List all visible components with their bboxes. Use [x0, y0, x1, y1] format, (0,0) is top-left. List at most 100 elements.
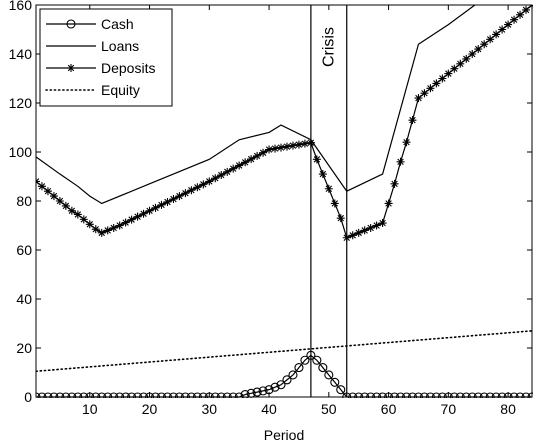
data-point-deposits	[354, 228, 363, 237]
data-point-deposits	[348, 231, 357, 240]
data-point-deposits	[271, 144, 280, 153]
data-point-deposits	[73, 210, 82, 219]
data-point-deposits	[360, 226, 369, 235]
data-point-deposits	[456, 59, 465, 68]
data-point-deposits	[402, 138, 411, 147]
x-tick-label: 70	[441, 401, 457, 417]
data-point-deposits	[294, 140, 303, 149]
y-tick-label: 60	[16, 242, 32, 258]
data-point-deposits	[277, 143, 286, 152]
data-point-deposits	[43, 187, 52, 196]
data-point-deposits	[462, 54, 471, 63]
data-point-deposits	[522, 5, 531, 14]
data-point-deposits	[450, 64, 459, 73]
x-tick-label: 20	[142, 401, 158, 417]
data-point-deposits	[79, 215, 88, 224]
data-point-deposits	[235, 161, 244, 170]
data-point-deposits	[223, 167, 232, 176]
data-point-deposits	[241, 158, 250, 167]
data-point-deposits	[49, 192, 58, 201]
data-point-deposits	[330, 199, 339, 208]
data-point-deposits	[390, 179, 399, 188]
x-tick-label: 10	[82, 401, 98, 417]
data-point-cash	[294, 363, 304, 373]
data-point-deposits	[336, 214, 345, 223]
data-point-cash	[330, 377, 340, 387]
data-point-cash	[258, 386, 268, 396]
data-point-deposits	[181, 189, 190, 198]
y-tick-label: 120	[9, 95, 33, 111]
data-point-deposits	[175, 192, 184, 201]
data-point-deposits	[109, 223, 118, 232]
data-point-deposits	[384, 199, 393, 208]
data-point-deposits	[396, 157, 405, 166]
data-point-deposits	[414, 94, 423, 103]
x-tick-label: 30	[202, 401, 218, 417]
data-point-deposits	[169, 195, 178, 204]
legend-label-deposits: Deposits	[101, 60, 155, 76]
data-point-deposits	[372, 221, 381, 230]
data-point-deposits	[55, 197, 64, 205]
data-point-deposits	[468, 50, 477, 58]
legend-label-loans: Loans	[101, 38, 139, 54]
data-point-deposits	[342, 233, 351, 242]
data-point-deposits	[151, 203, 160, 212]
axes: 10 20 30 40 50 60 70 80 0 20 40 60 80 100 120 140 160	[9, 0, 532, 417]
data-point-deposits	[133, 212, 142, 221]
legend-marker-deposits	[67, 64, 75, 72]
legend-box	[39, 8, 173, 107]
data-point-deposits	[408, 116, 417, 125]
data-point-deposits	[426, 84, 435, 93]
legend-label-equity: Equity	[101, 82, 140, 98]
x-axis-label: Period	[264, 427, 304, 443]
data-point-deposits	[67, 206, 76, 215]
data-point-cash	[276, 380, 286, 390]
legend-label-cash: Cash	[101, 16, 134, 32]
crisis-band: Crisis	[310, 5, 348, 397]
data-point-deposits	[199, 180, 208, 189]
data-point-deposits	[480, 40, 489, 49]
data-point-deposits	[498, 25, 507, 34]
data-point-deposits	[193, 183, 202, 192]
data-point-deposits	[324, 184, 333, 193]
data-point-cash	[312, 355, 322, 365]
series-line-equity	[36, 330, 533, 373]
data-point-cash	[318, 363, 328, 373]
legend-marker-cash	[66, 19, 76, 29]
data-point-deposits	[366, 223, 375, 232]
data-point-deposits	[217, 171, 226, 180]
x-tick-label: 40	[261, 401, 277, 417]
data-point-deposits	[259, 148, 268, 157]
data-point-deposits	[282, 142, 291, 151]
data-point-deposits	[288, 141, 297, 150]
data-point-deposits	[253, 151, 262, 160]
data-point-deposits	[300, 139, 309, 148]
legend: Cash Loans Deposits Equity	[39, 8, 173, 107]
data-point-cash	[336, 385, 346, 395]
data-point-cash	[306, 350, 316, 360]
data-point-deposits	[492, 30, 501, 39]
data-point-deposits	[444, 69, 453, 78]
data-point-deposits	[420, 89, 429, 98]
data-point-deposits	[378, 219, 387, 228]
data-point-deposits	[139, 209, 148, 218]
data-point-deposits	[145, 206, 154, 215]
data-point-deposits	[318, 170, 327, 179]
data-point-deposits	[37, 182, 46, 191]
crisis-label: Crisis	[320, 27, 337, 67]
y-tick-label: 20	[16, 340, 32, 356]
data-point-deposits	[438, 74, 447, 83]
data-point-cash	[270, 382, 280, 392]
y-tick-label: 160	[9, 0, 33, 13]
series-line-loans	[36, 5, 476, 205]
data-point-deposits	[85, 220, 94, 229]
series-group	[36, 5, 533, 398]
data-point-deposits	[306, 138, 315, 147]
data-point-deposits	[205, 177, 214, 186]
data-point-deposits	[127, 215, 136, 224]
data-point-cash	[288, 370, 298, 380]
y-tick-label: 0	[24, 389, 32, 405]
data-point-deposits	[486, 35, 495, 44]
x-tick-label: 80	[500, 401, 516, 417]
